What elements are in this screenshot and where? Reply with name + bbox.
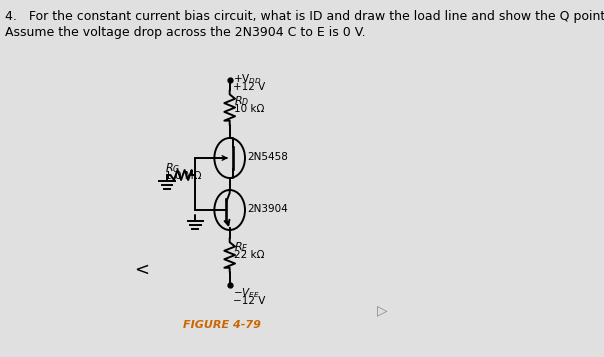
Text: $R_G$: $R_G$ xyxy=(165,161,181,175)
Text: $-V_{EE}$: $-V_{EE}$ xyxy=(233,286,260,300)
Text: 1.0 MΩ: 1.0 MΩ xyxy=(165,171,202,181)
Text: Assume the voltage drop across the 2N3904 C to E is 0 V.: Assume the voltage drop across the 2N390… xyxy=(5,26,366,39)
Text: 10 kΩ: 10 kΩ xyxy=(234,104,265,114)
Text: <: < xyxy=(134,261,149,279)
Text: $R_E$: $R_E$ xyxy=(234,240,249,254)
Text: ▷: ▷ xyxy=(378,303,388,317)
Text: FIGURE 4-79: FIGURE 4-79 xyxy=(183,320,261,330)
Text: −12 V: −12 V xyxy=(233,296,265,306)
Text: +V$_{DD}$: +V$_{DD}$ xyxy=(233,72,262,86)
Text: $R_D$: $R_D$ xyxy=(234,94,249,108)
Text: +12 V: +12 V xyxy=(233,82,265,92)
Text: 22 kΩ: 22 kΩ xyxy=(234,250,265,260)
Text: 2N3904: 2N3904 xyxy=(247,204,288,214)
Text: 4.   For the constant current bias circuit, what is ID and draw the load line an: 4. For the constant current bias circuit… xyxy=(5,10,604,23)
Text: 2N5458: 2N5458 xyxy=(247,152,288,162)
